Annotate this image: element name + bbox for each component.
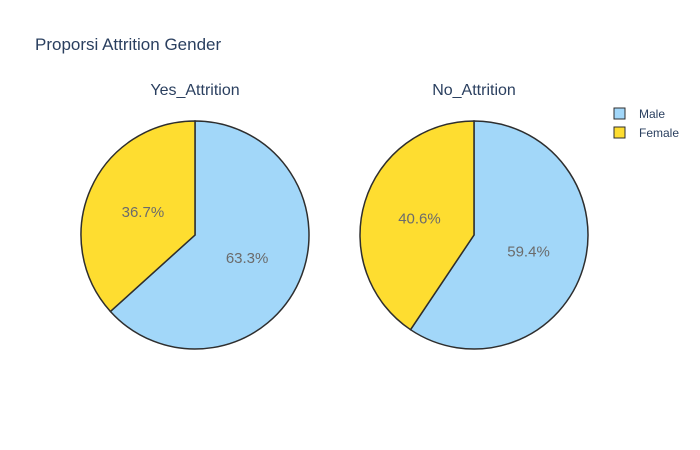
pie-slice-no-attrition-male[interactable] xyxy=(409,120,589,350)
legend: Male Female xyxy=(613,107,679,140)
legend-swatch-male xyxy=(613,107,626,120)
pie-label-yes-attrition-female: 36.7% xyxy=(122,204,165,221)
pie-no-attrition: No_Attrition 59.4% 40.6% xyxy=(359,82,589,350)
pie-title-no-attrition: No_Attrition xyxy=(432,82,516,99)
legend-label-male: Male xyxy=(639,107,665,121)
pie-label-no-attrition-female: 40.6% xyxy=(398,210,441,227)
pie-slice-yes-attrition-male[interactable] xyxy=(109,120,310,350)
legend-item-female[interactable]: Female xyxy=(613,126,679,140)
pie-label-no-attrition-male: 59.4% xyxy=(507,244,550,261)
legend-swatch-female xyxy=(613,126,626,139)
chart-title: Proporsi Attrition Gender xyxy=(35,35,221,54)
pie-yes-attrition: Yes_Attrition 63.3% 36.7% xyxy=(80,82,310,350)
pie-label-yes-attrition-male: 63.3% xyxy=(226,250,269,267)
legend-item-male[interactable]: Male xyxy=(613,107,665,121)
pie-slice-no-attrition-female[interactable] xyxy=(359,120,475,331)
pie-title-yes-attrition: Yes_Attrition xyxy=(150,82,239,99)
legend-label-female: Female xyxy=(639,126,679,140)
pie-slice-yes-attrition-female[interactable] xyxy=(80,120,196,313)
